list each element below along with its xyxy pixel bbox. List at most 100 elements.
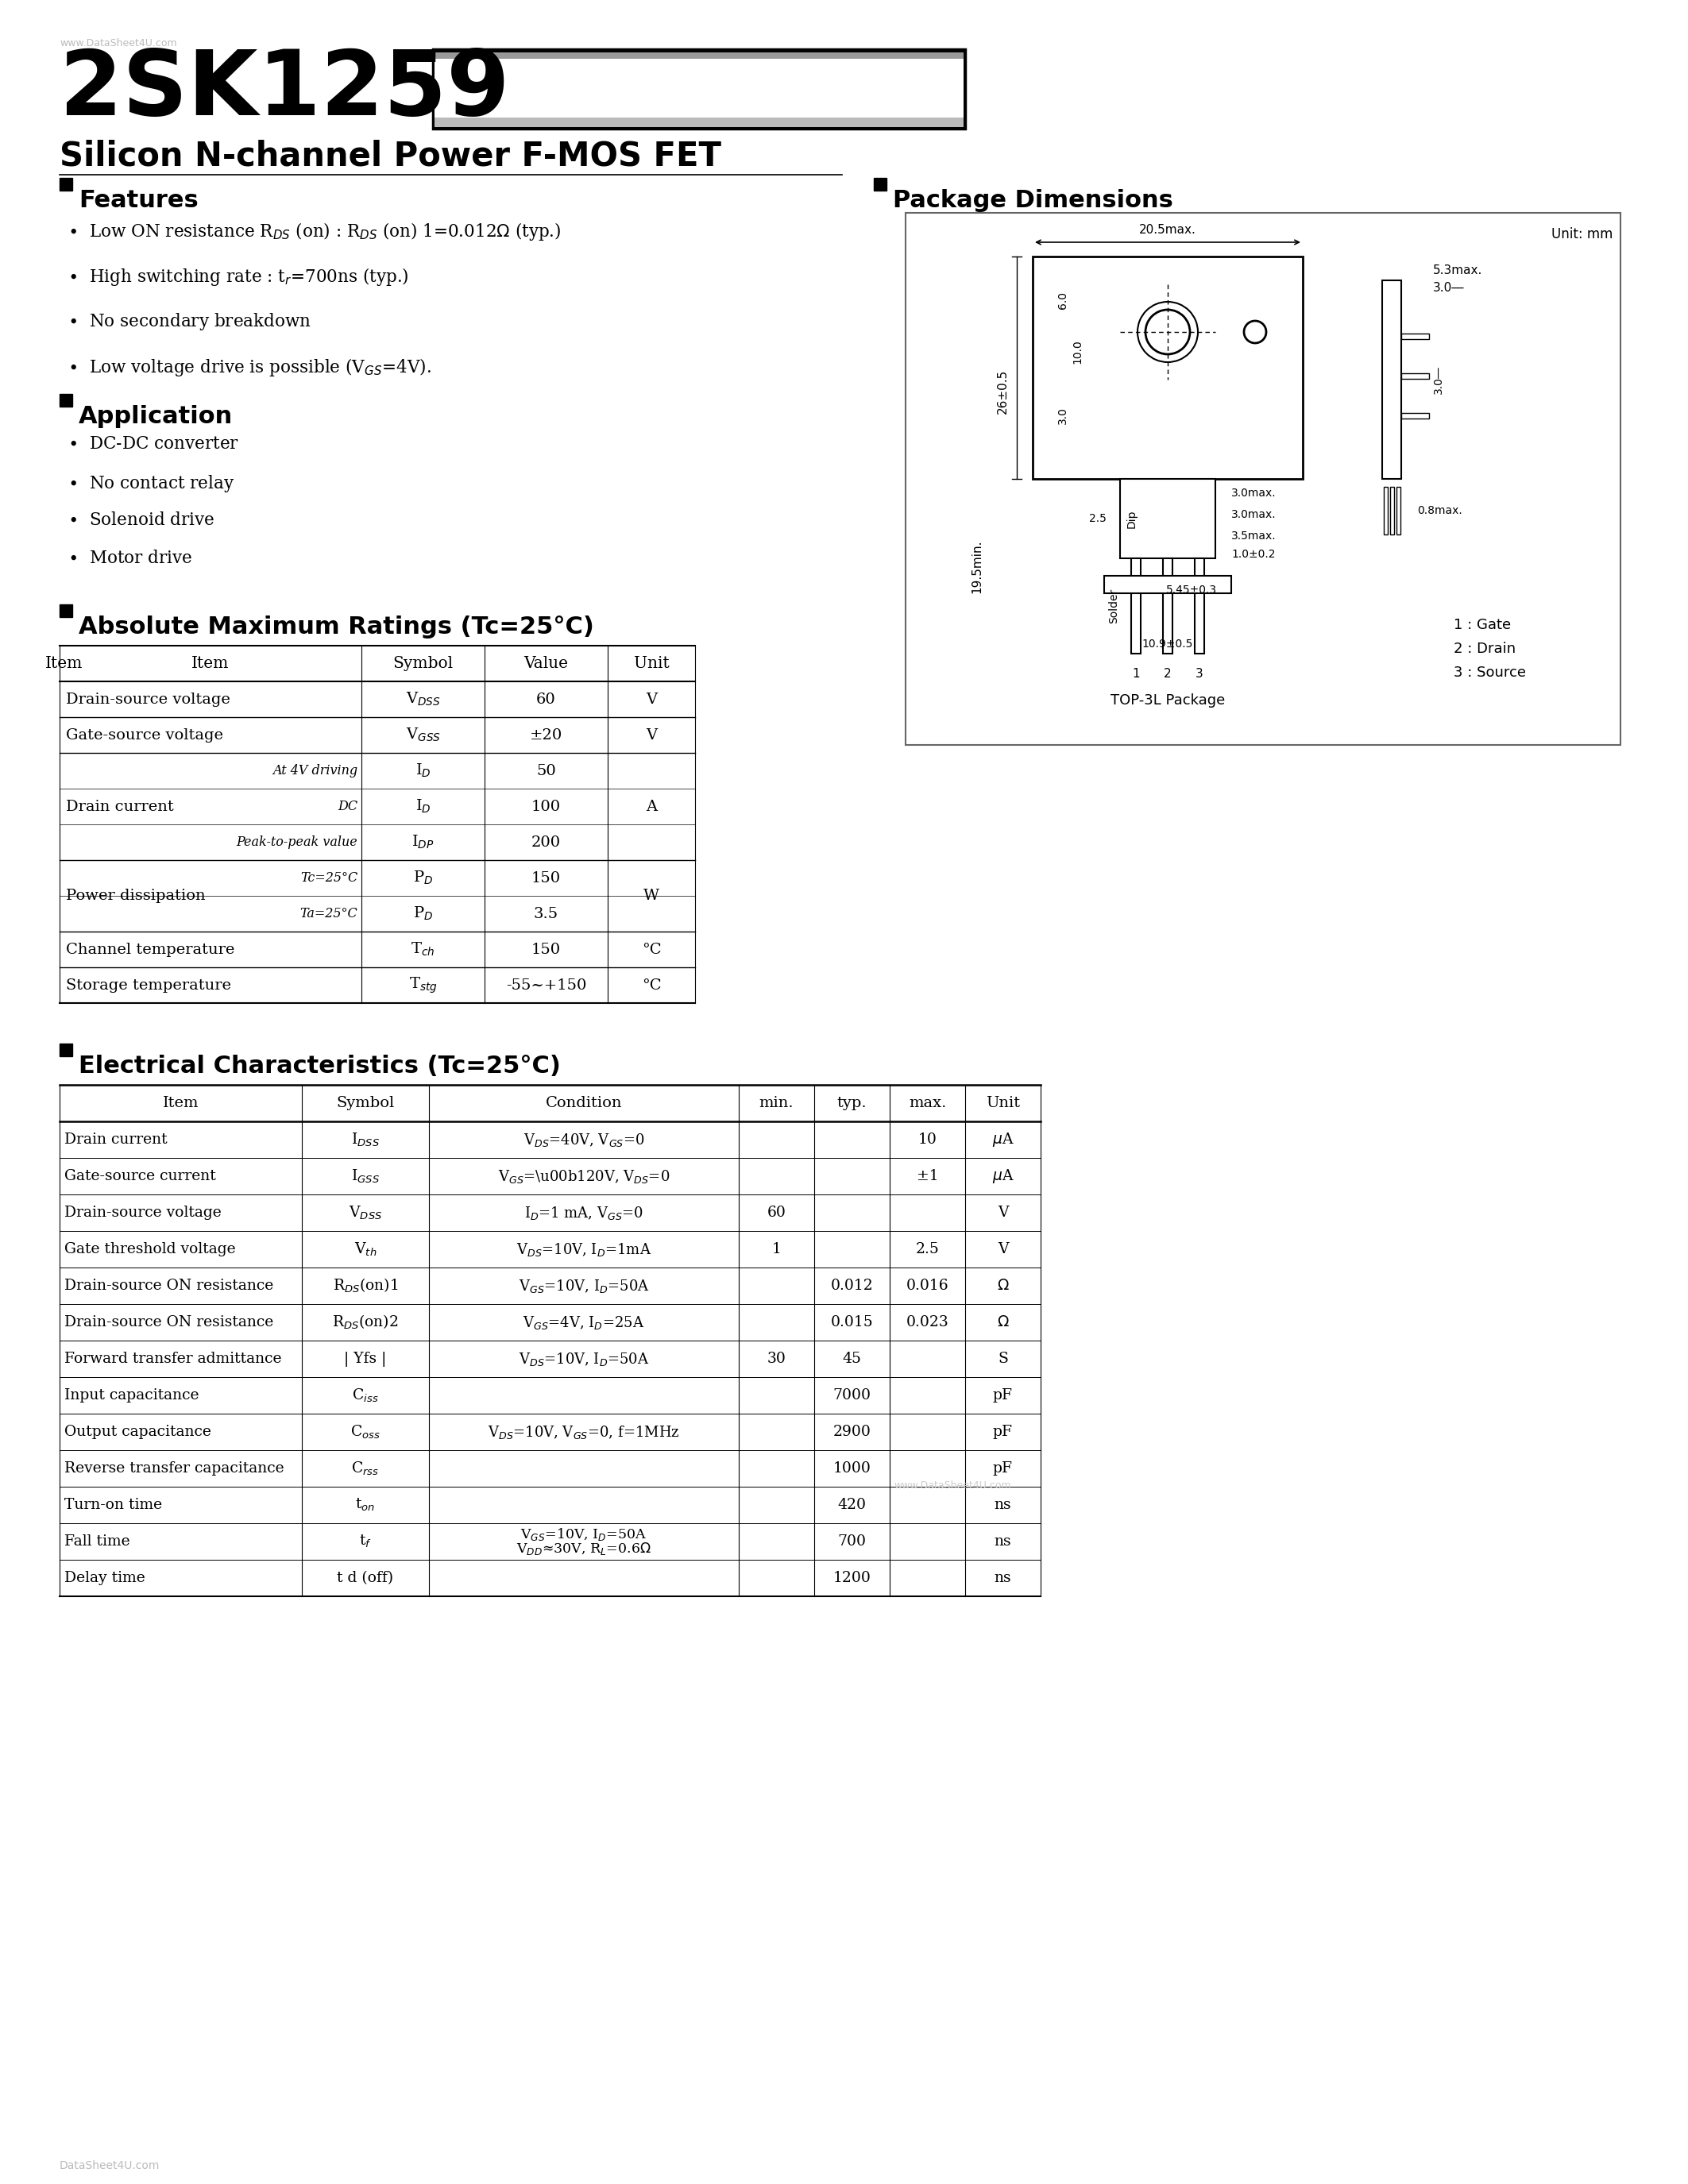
Bar	[434, 59, 964, 118]
Text: 0.023: 0.023	[906, 1315, 949, 1330]
Text: 1200: 1200	[832, 1570, 871, 1586]
Text: Application: Application	[79, 404, 233, 428]
Text: V$_{GS}$=4V, I$_D$=25A: V$_{GS}$=4V, I$_D$=25A	[523, 1315, 645, 1330]
Text: Unit: Unit	[986, 1096, 1020, 1109]
Text: 1: 1	[1133, 668, 1139, 679]
Text: Unit: mm: Unit: mm	[1551, 227, 1612, 242]
Text: Power dissipation: Power dissipation	[66, 889, 206, 902]
Text: 26±0.5: 26±0.5	[996, 369, 1008, 415]
Text: 2900: 2900	[832, 1424, 871, 1439]
Text: 3.5max.: 3.5max.	[1231, 531, 1276, 542]
Text: pF: pF	[993, 1461, 1013, 1476]
Text: Drain-source ON resistance: Drain-source ON resistance	[64, 1315, 273, 1330]
Bar	[1384, 487, 1388, 535]
Text: $\Omega$: $\Omega$	[996, 1315, 1009, 1330]
Bar	[1401, 413, 1430, 419]
Text: I$_D$=1 mA, V$_{GS}$=0: I$_D$=1 mA, V$_{GS}$=0	[525, 1203, 643, 1221]
Text: Item: Item	[192, 655, 230, 670]
Text: V$_{DS}$=10V, V$_{GS}$=0, f=1MHz: V$_{DS}$=10V, V$_{GS}$=0, f=1MHz	[488, 1424, 680, 1439]
Text: Drain-source ON resistance: Drain-source ON resistance	[64, 1278, 273, 1293]
Text: Symbol: Symbol	[393, 655, 452, 670]
Text: °C: °C	[641, 978, 662, 992]
Bar	[1131, 559, 1141, 653]
Text: R$_{DS}$(on)2: R$_{DS}$(on)2	[333, 1313, 398, 1332]
Text: $\bullet$  No contact relay: $\bullet$ No contact relay	[68, 474, 235, 494]
Text: t d (off): t d (off)	[338, 1570, 393, 1586]
Text: Gate threshold voltage: Gate threshold voltage	[64, 1243, 236, 1256]
Text: Drain-source voltage: Drain-source voltage	[64, 1206, 221, 1221]
Text: °C: °C	[641, 941, 662, 957]
Text: $\bullet$  DC-DC converter: $\bullet$ DC-DC converter	[68, 435, 240, 452]
Text: V$_{th}$: V$_{th}$	[354, 1241, 376, 1258]
Text: I$_{DP}$: I$_{DP}$	[412, 834, 434, 852]
Text: Delay time: Delay time	[64, 1570, 145, 1586]
Text: C$_{iss}$: C$_{iss}$	[353, 1387, 378, 1404]
Text: 3.0―: 3.0―	[1433, 282, 1465, 295]
Text: DataSheet4U.com: DataSheet4U.com	[59, 2160, 160, 2171]
Bar	[59, 393, 73, 406]
Text: Gate-source current: Gate-source current	[64, 1168, 216, 1184]
Text: DC: DC	[338, 799, 358, 812]
Text: t$_{on}$: t$_{on}$	[356, 1496, 375, 1514]
Bar	[1163, 559, 1173, 653]
Text: Drain current: Drain current	[66, 799, 174, 815]
Bar	[1104, 577, 1231, 594]
Bar	[59, 605, 73, 618]
Text: 10.9±0.5: 10.9±0.5	[1143, 638, 1193, 649]
Text: Input capacitance: Input capacitance	[64, 1389, 199, 1402]
Text: S: S	[998, 1352, 1008, 1365]
Text: At 4V driving: At 4V driving	[272, 764, 358, 778]
Text: Reverse transfer capacitance: Reverse transfer capacitance	[64, 1461, 284, 1476]
Text: Silicon N-channel Power F-MOS FET: Silicon N-channel Power F-MOS FET	[59, 140, 721, 173]
Text: 60: 60	[766, 1206, 787, 1221]
Text: V: V	[998, 1243, 1008, 1256]
Text: Fall time: Fall time	[64, 1535, 130, 1548]
Text: 19.5min.: 19.5min.	[971, 539, 982, 594]
Text: Symbol: Symbol	[336, 1096, 395, 1109]
Text: 0.016: 0.016	[906, 1278, 949, 1293]
Text: $\mu$A: $\mu$A	[993, 1168, 1014, 1186]
Text: $\Omega$: $\Omega$	[996, 1278, 1009, 1293]
Text: 5.3max.: 5.3max.	[1433, 264, 1482, 277]
Bar	[59, 177, 73, 190]
Text: I$_{GSS}$: I$_{GSS}$	[351, 1168, 380, 1184]
Text: I$_D$: I$_D$	[415, 762, 430, 780]
Text: Output capacitance: Output capacitance	[64, 1424, 211, 1439]
Text: $\mu$A: $\mu$A	[993, 1131, 1014, 1149]
Text: t$_f$: t$_f$	[360, 1533, 371, 1551]
Text: pF: pF	[993, 1389, 1013, 1402]
Text: 0.012: 0.012	[830, 1278, 873, 1293]
Text: $\bullet$  No secondary breakdown: $\bullet$ No secondary breakdown	[68, 312, 312, 332]
Text: V$_{GSS}$: V$_{GSS}$	[405, 727, 441, 743]
Text: Drain current: Drain current	[64, 1133, 167, 1147]
Text: Absolute Maximum Ratings (Tc=25°C): Absolute Maximum Ratings (Tc=25°C)	[79, 616, 594, 638]
Text: 150: 150	[532, 871, 560, 885]
Text: T$_{stg}$: T$_{stg}$	[408, 976, 437, 996]
Text: 1.0±0.2: 1.0±0.2	[1231, 548, 1276, 559]
Text: Item: Item	[46, 655, 83, 670]
Text: V$_{GS}$=10V, I$_D$=50A: V$_{GS}$=10V, I$_D$=50A	[518, 1278, 650, 1295]
Text: Value: Value	[523, 655, 569, 670]
Text: 100: 100	[532, 799, 560, 815]
Bar	[1401, 334, 1430, 339]
Text: V$_{GS}$=\u00b120V, V$_{DS}$=0: V$_{GS}$=\u00b120V, V$_{DS}$=0	[498, 1168, 670, 1184]
Text: $\bullet$  Low ON resistance R$_{DS}$ (on) : R$_{DS}$ (on) 1=0.012$\Omega$ (typ.: $\bullet$ Low ON resistance R$_{DS}$ (on…	[68, 221, 562, 242]
Text: 10: 10	[918, 1133, 937, 1147]
Text: V$_{DSS}$: V$_{DSS}$	[349, 1203, 381, 1221]
Text: W: W	[643, 889, 660, 902]
Text: V$_{DD}$≈30V, R$_L$=0.6$\Omega$: V$_{DD}$≈30V, R$_L$=0.6$\Omega$	[517, 1540, 652, 1557]
Text: 3.0max.: 3.0max.	[1231, 487, 1276, 498]
Text: 420: 420	[837, 1498, 866, 1511]
Text: $\bullet$  Low voltage drive is possible (V$_{GS}$=4V).: $\bullet$ Low voltage drive is possible …	[68, 356, 430, 378]
Text: 3.0―: 3.0―	[1433, 365, 1445, 393]
Text: 2.5: 2.5	[1089, 513, 1107, 524]
Text: 6.0: 6.0	[1057, 290, 1069, 308]
Text: 30: 30	[766, 1352, 787, 1365]
Text: ns: ns	[994, 1535, 1011, 1548]
Text: Forward transfer admittance: Forward transfer admittance	[64, 1352, 282, 1365]
Text: 0.8max.: 0.8max.	[1418, 505, 1462, 515]
Bar	[434, 118, 964, 127]
Text: $\bullet$  Solenoid drive: $\bullet$ Solenoid drive	[68, 511, 214, 529]
Text: P$_D$: P$_D$	[414, 869, 434, 887]
Bar	[432, 50, 966, 129]
